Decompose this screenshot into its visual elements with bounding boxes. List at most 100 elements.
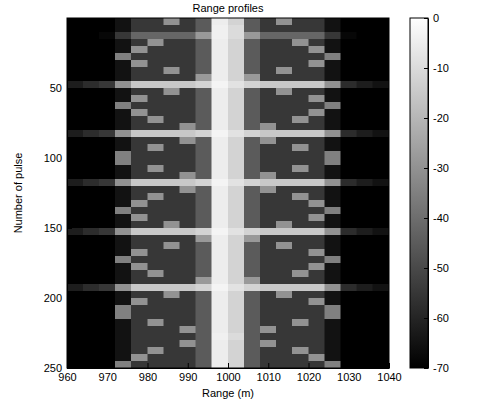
heat-cell (244, 235, 260, 242)
heat-cell (228, 193, 244, 200)
heat-cell (292, 151, 308, 158)
heat-cell (83, 361, 99, 368)
heat-cell (309, 228, 325, 235)
heat-cell (115, 186, 131, 193)
heat-cell (292, 200, 308, 207)
heat-cell (357, 60, 373, 67)
heat-cell (67, 18, 83, 25)
tick: -70 (424, 362, 449, 374)
heat-cell (131, 158, 147, 165)
heat-cell (196, 186, 212, 193)
heat-cell (99, 207, 115, 214)
heat-cell (180, 46, 196, 53)
heat-cell (180, 256, 196, 263)
y-axis: 50100150200250 (44, 19, 72, 375)
heat-cell (115, 319, 131, 326)
heat-cell (309, 207, 325, 214)
heat-cell (276, 284, 292, 291)
heat-cell (131, 305, 147, 312)
heat-cell (212, 81, 228, 88)
heat-cell (164, 109, 180, 116)
heat-cell (196, 263, 212, 270)
heat-cell (212, 312, 228, 319)
heat-cell (180, 319, 196, 326)
heat-cell (292, 354, 308, 361)
heat-cell (99, 221, 115, 228)
heat-cell (131, 228, 147, 235)
heat-cell (180, 200, 196, 207)
heat-cell (373, 235, 389, 242)
heat-cell (341, 242, 357, 249)
heat-cell (99, 200, 115, 207)
heat-cell (131, 200, 147, 207)
heat-cell (325, 123, 341, 130)
heat-cell (83, 277, 99, 284)
tick-label: -20 (433, 112, 449, 124)
tick-label: 100 (44, 152, 62, 164)
heat-cell (228, 333, 244, 340)
heat-cell (196, 340, 212, 347)
heat-cell (164, 46, 180, 53)
heat-cell (148, 305, 164, 312)
heat-cell (292, 88, 308, 95)
heat-cell (373, 207, 389, 214)
heat-cell (131, 165, 147, 172)
heat-cell (148, 109, 164, 116)
heat-cell (131, 151, 147, 158)
heat-cell (260, 144, 276, 151)
heat-cell (131, 354, 147, 361)
heat-cell (325, 235, 341, 242)
heat-cell (99, 284, 115, 291)
heat-cell (67, 312, 83, 319)
heat-cell (292, 333, 308, 340)
heat-cell (115, 95, 131, 102)
heat-cell (212, 193, 228, 200)
colorbar-axis: 0-10-20-30-40-50-60-70 (424, 12, 449, 374)
heat-cell (83, 95, 99, 102)
heat-cell (325, 298, 341, 305)
heat-cell (325, 193, 341, 200)
heat-cell (325, 333, 341, 340)
heat-cell (244, 270, 260, 277)
heat-cell (357, 242, 373, 249)
heat-cell (148, 235, 164, 242)
heat-cell (99, 39, 115, 46)
heat-cell (357, 81, 373, 88)
heat-cell (341, 361, 357, 368)
heat-cell (292, 32, 308, 39)
heat-cell (115, 361, 131, 368)
heat-cell (357, 39, 373, 46)
heat-cell (260, 333, 276, 340)
heat-cell (180, 214, 196, 221)
heat-cell (131, 214, 147, 221)
heat-cell (373, 53, 389, 60)
heat-cell (83, 312, 99, 319)
heat-cell (341, 186, 357, 193)
heat-cell (325, 305, 341, 312)
heat-cell (99, 326, 115, 333)
tick-mark (424, 268, 428, 269)
heat-cell (228, 277, 244, 284)
heat-cell (131, 109, 147, 116)
heat-cell (148, 102, 164, 109)
heat-cell (373, 151, 389, 158)
heat-cell (373, 263, 389, 270)
heat-cell (180, 312, 196, 319)
heat-cell (341, 298, 357, 305)
heat-cell (228, 102, 244, 109)
heat-cell (228, 74, 244, 81)
heat-cell (148, 32, 164, 39)
heat-cell (357, 137, 373, 144)
heat-cell (341, 277, 357, 284)
heat-cell (196, 361, 212, 368)
heat-cell (148, 53, 164, 60)
heat-cell (228, 347, 244, 354)
heat-cell (276, 95, 292, 102)
axis-line (67, 19, 68, 369)
heat-cell (309, 60, 325, 67)
tick-label: 150 (44, 222, 62, 234)
heat-cell (83, 18, 99, 25)
heat-cell (196, 214, 212, 221)
heat-cell (373, 361, 389, 368)
heat-cell (373, 95, 389, 102)
